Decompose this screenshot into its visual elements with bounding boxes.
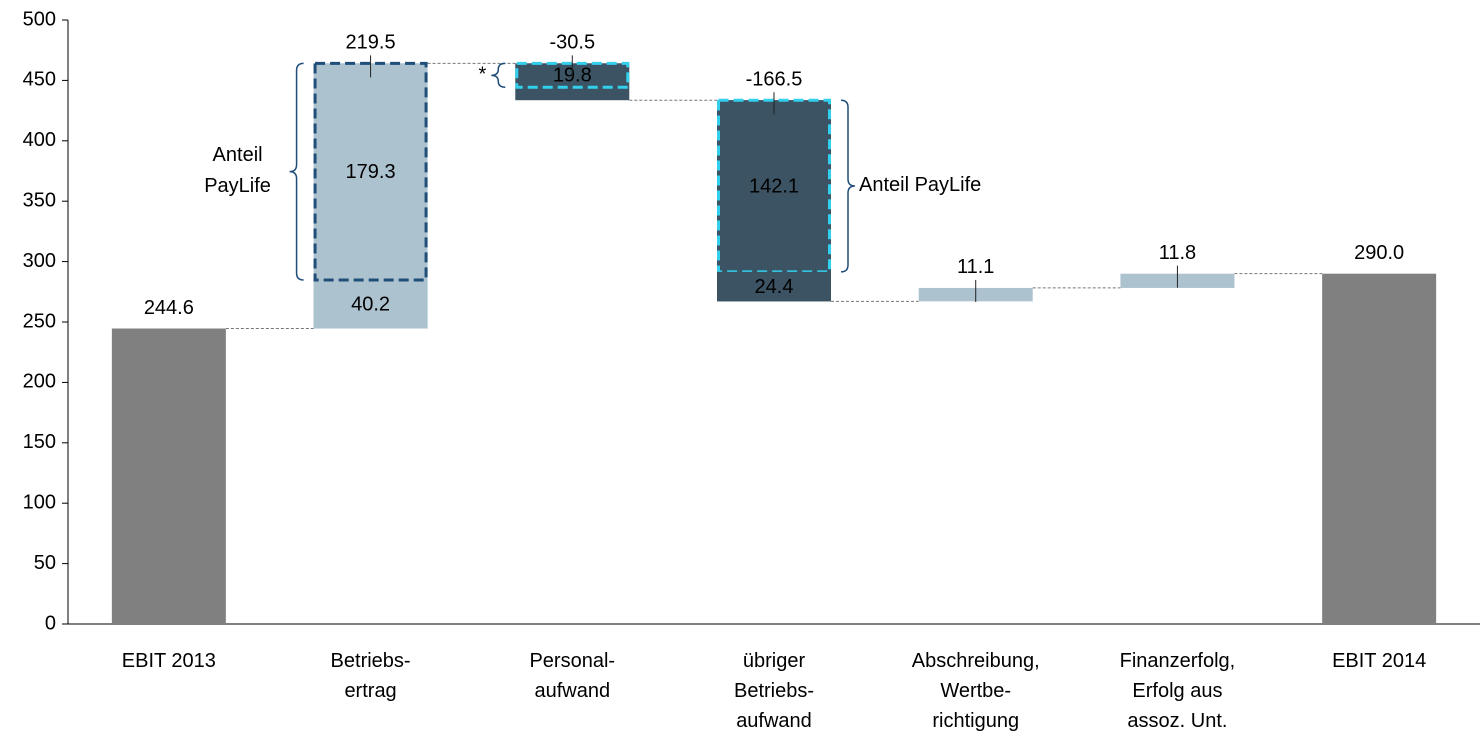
x-tick-label-line: Betriebs- [331,650,411,672]
bar [111,328,226,624]
x-tick-label-line: EBIT 2013 [122,650,216,672]
y-tick-label: 100 [23,491,56,513]
annotation-line: PayLife [204,175,271,197]
x-tick-label-line: Finanzerfolg, [1120,650,1236,672]
y-tick-label: 500 [23,8,56,30]
value-label: 244.6 [144,297,194,319]
y-tick-label: 0 [45,612,56,634]
brace [491,62,506,89]
brace [840,99,856,273]
x-tick-label-line: aufwand [534,680,610,702]
y-tick-label: 300 [23,250,56,272]
annotation: Anteil PayLife [204,144,271,197]
annotation: * [478,64,486,86]
brace [289,62,304,281]
x-tick-label-line: Abschreibung, [912,650,1040,672]
value-label: -30.5 [549,32,595,54]
bar [1322,273,1437,624]
annotation-line: * [478,64,486,86]
x-tick-label-line: übriger [743,650,806,672]
segment-label: 142.1 [749,175,799,197]
segment-label: 40.2 [351,294,390,316]
x-tick-label-line: Personal- [529,650,615,672]
y-tick-label: 400 [23,129,56,151]
y-tick-label: 50 [34,552,56,574]
x-tick-label: Abschreibung, Wertbe-richtigung [912,650,1040,732]
value-label: -166.5 [746,68,803,90]
x-tick-label-line: richtigung [932,710,1019,732]
segment-label: 24.4 [755,276,794,298]
x-tick-label: Finanzerfolg, Erfolg aus assoz. Unt. [1120,650,1236,732]
y-tick-label: 200 [23,371,56,393]
annotation: Anteil PayLife [859,174,981,196]
y-tick-label: 350 [23,189,56,211]
x-tick-label-line: ertrag [344,680,396,702]
x-tick-label-line: Betriebs- [734,680,814,702]
x-tick-label: Betriebs-ertrag [331,650,411,702]
value-label: 219.5 [346,32,396,54]
x-tick-label: übriger Betriebs-aufwand [734,650,814,732]
x-tick-label-line: Erfolg aus [1132,680,1222,702]
x-tick-label-line: assoz. Unt. [1127,710,1227,732]
y-tick-label: 150 [23,431,56,453]
x-tick-label-line: Wertbe- [940,680,1011,702]
bar-segment [313,279,428,329]
value-label: 290.0 [1354,242,1404,264]
x-tick-label: EBIT 2013 [122,650,216,672]
x-tick-label: EBIT 2014 [1332,650,1426,672]
bar-segment [717,98,831,274]
value-label: 11.1 [957,256,994,278]
x-tick-label: Personal-aufwand [529,650,615,702]
y-tick-label: 250 [23,310,56,332]
bar-segment [717,271,831,302]
x-tick-label-line: EBIT 2014 [1332,650,1426,672]
y-tick-label: 450 [23,69,56,91]
bar-segment [313,61,428,282]
annotation-line: Anteil PayLife [859,174,981,196]
value-label: 11.8 [1159,242,1196,264]
segment-label: 179.3 [346,161,396,183]
x-tick-label-line: aufwand [736,710,812,732]
annotation-line: Anteil [213,144,263,166]
